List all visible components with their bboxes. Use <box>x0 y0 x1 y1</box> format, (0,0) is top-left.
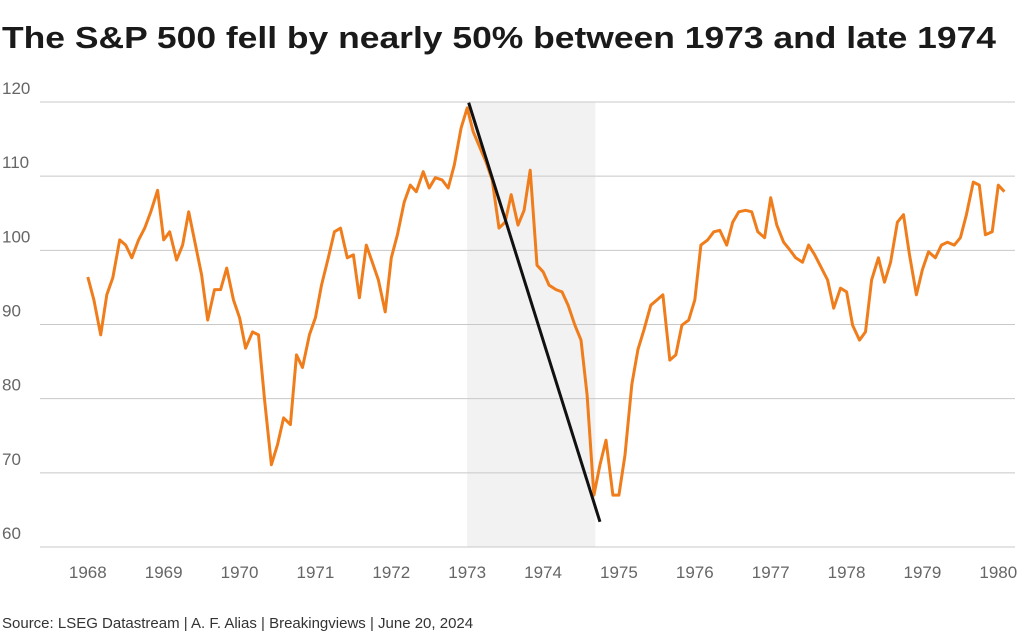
y-tick-label: 60 <box>2 524 21 543</box>
x-tick-label: 1977 <box>752 563 790 582</box>
y-tick-label: 90 <box>2 302 21 321</box>
x-tick-label: 1980 <box>979 563 1017 582</box>
y-tick-label: 110 <box>2 153 29 172</box>
y-tick-label: 70 <box>2 450 21 469</box>
y-tick-label: 80 <box>2 376 21 395</box>
x-tick-label: 1969 <box>145 563 183 582</box>
x-tick-label: 1968 <box>69 563 107 582</box>
y-tick-label: 100 <box>2 227 30 246</box>
x-tick-label: 1978 <box>828 563 866 582</box>
y-tick-label: 120 <box>2 79 30 98</box>
x-tick-label: 1979 <box>904 563 942 582</box>
source-note: Source: LSEG Datastream | A. F. Alias | … <box>2 615 473 632</box>
trend-line <box>467 102 602 523</box>
x-tick-label: 1975 <box>600 563 638 582</box>
x-tick-label: 1976 <box>676 563 714 582</box>
x-tick-label: 1973 <box>448 563 486 582</box>
data-line <box>86 106 1006 497</box>
chart-title: The S&P 500 fell by nearly 50% between 1… <box>2 20 997 55</box>
x-tick-label: 1974 <box>524 563 562 582</box>
x-tick-label: 1972 <box>372 563 410 582</box>
x-tick-label: 1971 <box>297 563 335 582</box>
x-tick-label: 1970 <box>221 563 259 582</box>
